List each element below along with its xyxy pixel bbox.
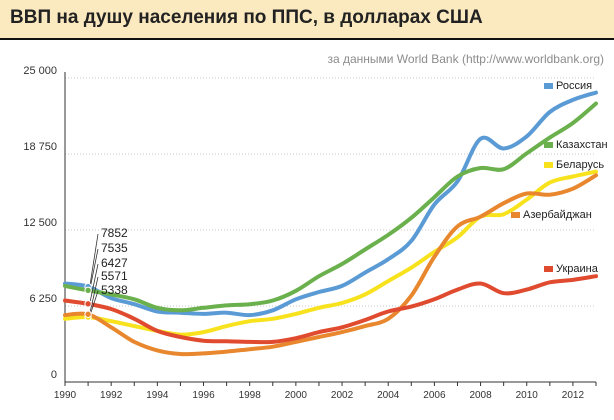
legend-label: Казахстан bbox=[556, 139, 608, 151]
legend-label: Россия bbox=[556, 80, 592, 92]
chart-title: ВВП на душу населения по ППС, в долларах… bbox=[10, 7, 483, 28]
legend-swatch bbox=[544, 162, 553, 168]
legend-label: Украина bbox=[556, 263, 599, 275]
legend-label: Азербайджан bbox=[523, 209, 592, 221]
legend-swatch bbox=[544, 142, 553, 148]
legend-swatch bbox=[544, 83, 553, 89]
title-bar: ВВП на душу населения по ППС, в долларах… bbox=[0, 0, 614, 38]
x-tick-label: 1992 bbox=[100, 390, 123, 401]
callout-leader bbox=[89, 276, 99, 313]
callout-label: 7852 bbox=[101, 226, 128, 240]
x-tick-label: 1996 bbox=[192, 390, 215, 401]
y-tick-label: 12 500 bbox=[23, 217, 57, 229]
x-tick-label: 1990 bbox=[54, 390, 77, 401]
callout-leader bbox=[89, 290, 99, 316]
callout-label: 7535 bbox=[101, 241, 128, 255]
legend-swatch bbox=[544, 266, 553, 272]
data-point-1991 bbox=[84, 300, 92, 308]
callout-leader bbox=[89, 248, 99, 289]
x-tick-label: 1994 bbox=[146, 390, 169, 401]
callout-label: 6427 bbox=[101, 256, 128, 270]
y-tick-label: 18 750 bbox=[23, 141, 57, 153]
y-tick-label: 25 000 bbox=[23, 65, 57, 77]
y-tick-label: 6 250 bbox=[29, 293, 57, 305]
x-tick-label: 2010 bbox=[516, 390, 539, 401]
legend-swatch bbox=[511, 212, 520, 218]
series-line-0 bbox=[63, 90, 598, 318]
x-tick-label: 1998 bbox=[239, 390, 262, 401]
series-line-1 bbox=[63, 101, 598, 313]
x-tick-label: 2000 bbox=[285, 390, 308, 401]
x-tick-label: 2004 bbox=[377, 390, 400, 401]
data-point-1991 bbox=[84, 286, 92, 295]
title-divider bbox=[0, 38, 614, 40]
callout-leader bbox=[89, 233, 99, 285]
x-tick-label: 2006 bbox=[423, 390, 446, 401]
callout-leader bbox=[89, 263, 99, 302]
callout-label: 5338 bbox=[101, 283, 128, 297]
y-tick-label: 0 bbox=[51, 369, 57, 381]
series-line-4 bbox=[63, 274, 598, 345]
x-tick-label: 2012 bbox=[562, 390, 585, 401]
legend-label: Беларусь bbox=[556, 159, 604, 171]
data-point-1991 bbox=[84, 310, 92, 318]
source-note: за данными World Bank (http://www.worldb… bbox=[327, 52, 604, 66]
x-tick-label: 2002 bbox=[331, 390, 354, 401]
series-line-3 bbox=[63, 173, 598, 357]
callout-label: 5571 bbox=[101, 269, 128, 283]
x-tick-label: 2008 bbox=[469, 390, 492, 401]
